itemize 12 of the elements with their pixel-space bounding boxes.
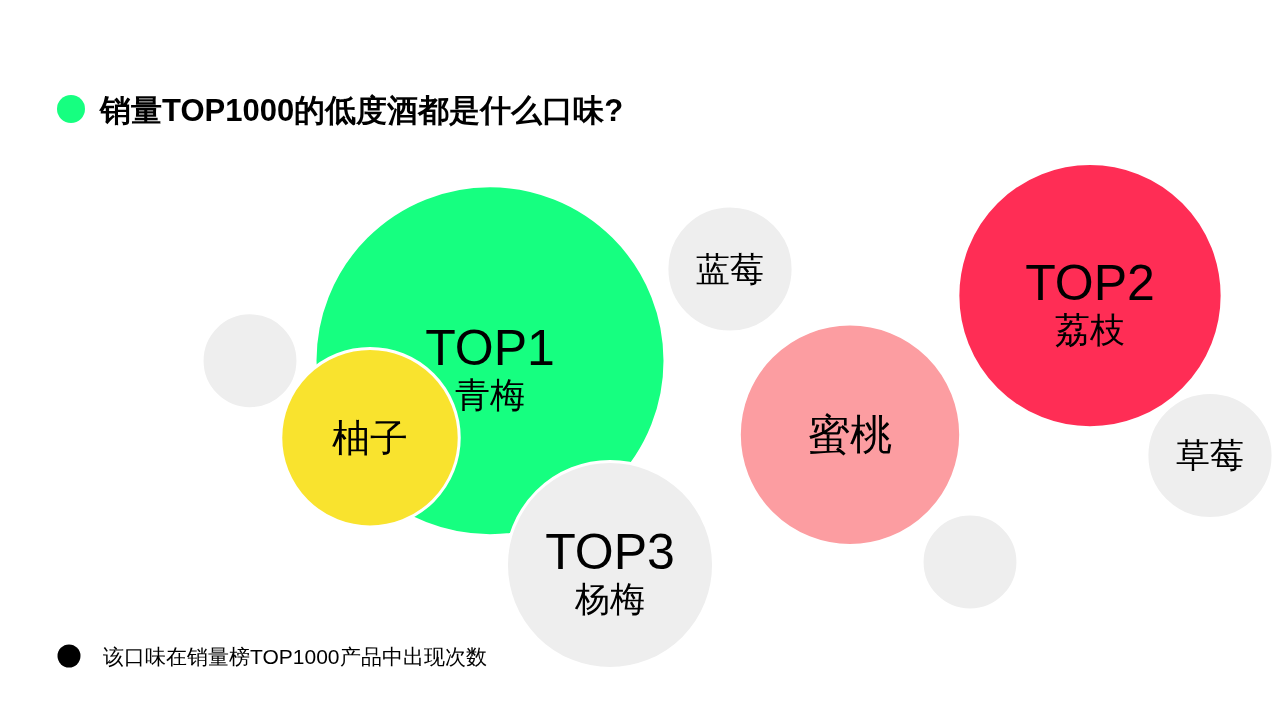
category-label: 柚子 (332, 416, 408, 460)
category-label: 蓝莓 (696, 250, 764, 288)
category-label: 青梅 (455, 374, 525, 414)
annotation: TOP2 (1025, 254, 1155, 311)
annotation: TOP1 (425, 319, 555, 376)
annotation: TOP3 (545, 524, 675, 580)
category-label: 草莓 (1176, 436, 1244, 475)
category-label: 杨梅 (575, 579, 645, 618)
category-label: 荔枝 (1055, 309, 1125, 349)
annotation: 该口味在销量榜TOP1000产品中出现次数 (103, 644, 487, 668)
category-label: 蜜桃 (808, 411, 892, 459)
title: 销量TOP1000的低度酒都是什么口味? (100, 93, 624, 128)
